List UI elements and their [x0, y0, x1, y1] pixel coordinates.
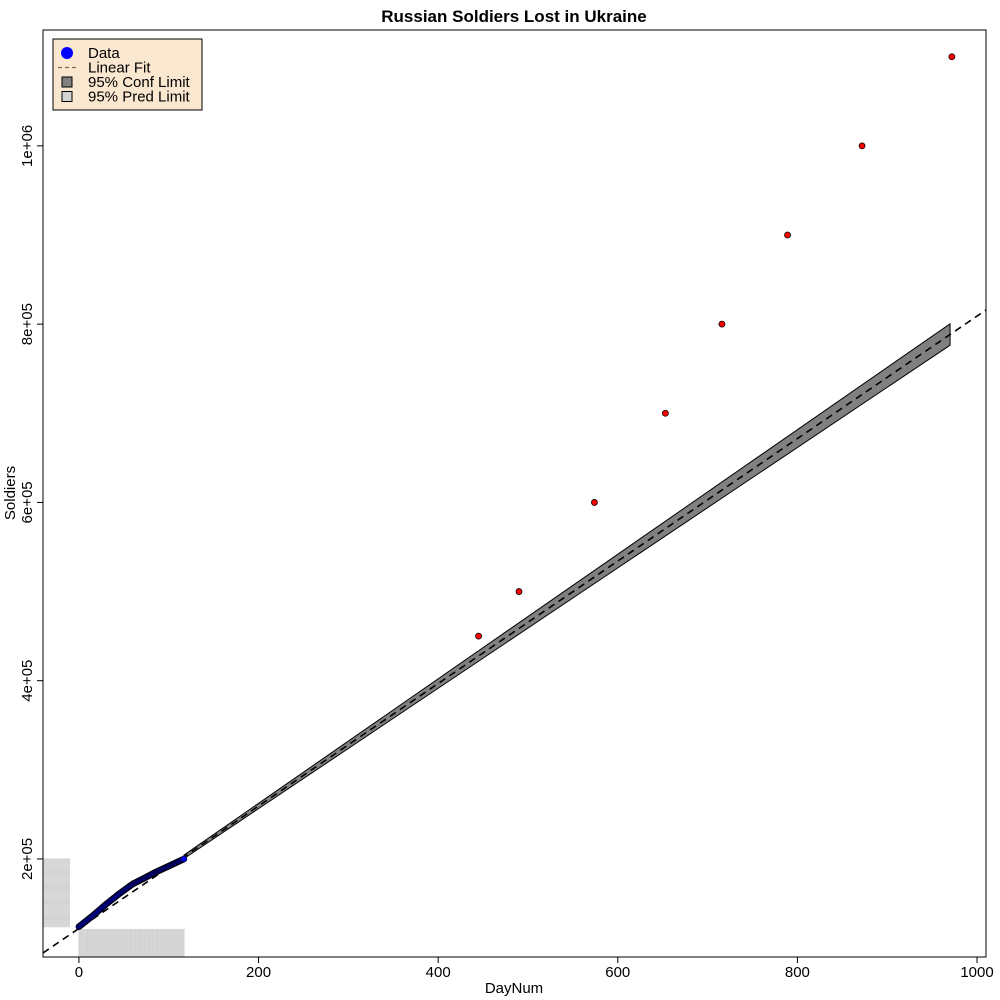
projected-point	[948, 53, 956, 61]
y-tick-label: 4e+05	[19, 660, 36, 702]
y-tick-label: 6e+05	[19, 481, 36, 523]
confidence-band	[183, 322, 951, 860]
projected-point	[784, 231, 791, 239]
projected-point	[718, 320, 726, 328]
legend-symbol-box	[61, 91, 73, 102]
x-tick-label: 200	[246, 964, 271, 981]
legend-label: Linear Fit	[88, 60, 151, 77]
plot-frame	[42, 29, 987, 958]
x-axis-label: DayNum	[485, 980, 543, 997]
x-rug	[78, 929, 185, 957]
y-axis: 2e+05 4e+05 6e+05 8e+05 1e+06	[19, 125, 43, 880]
data-point	[180, 855, 188, 863]
x-tick-label: 1000	[960, 964, 993, 981]
y-tick-label: 1e+06	[19, 125, 36, 167]
projected-point	[661, 409, 669, 417]
projected-point	[475, 632, 482, 640]
linear-fit-line	[43, 309, 986, 954]
projected-point	[858, 142, 866, 150]
chart-title: Russian Soldiers Lost in Ukraine	[381, 7, 646, 26]
x-tick-label: 600	[605, 964, 630, 981]
y-tick-label: 8e+05	[19, 303, 36, 345]
x-axis: 0 200 400 600 800 1000	[75, 957, 994, 981]
plot-area	[43, 53, 986, 957]
legend-label: 95% Conf Limit	[88, 74, 191, 91]
y-axis-label: Soldiers	[2, 466, 19, 520]
legend-symbol-box	[61, 76, 73, 88]
x-tick-label: 0	[75, 964, 83, 981]
observed-series	[75, 855, 188, 930]
projected-point	[591, 499, 598, 506]
y-rug	[43, 858, 70, 928]
x-tick-label: 800	[785, 964, 810, 981]
projected-series	[475, 53, 956, 640]
legend-label: 95% Pred Limit	[88, 89, 191, 106]
legend-symbol-data	[61, 47, 73, 59]
legend-box	[52, 38, 203, 111]
legend-label: Data	[88, 45, 120, 62]
projected-point	[515, 588, 523, 595]
y-tick-label: 2e+05	[19, 838, 36, 880]
x-tick-label: 400	[426, 964, 451, 981]
